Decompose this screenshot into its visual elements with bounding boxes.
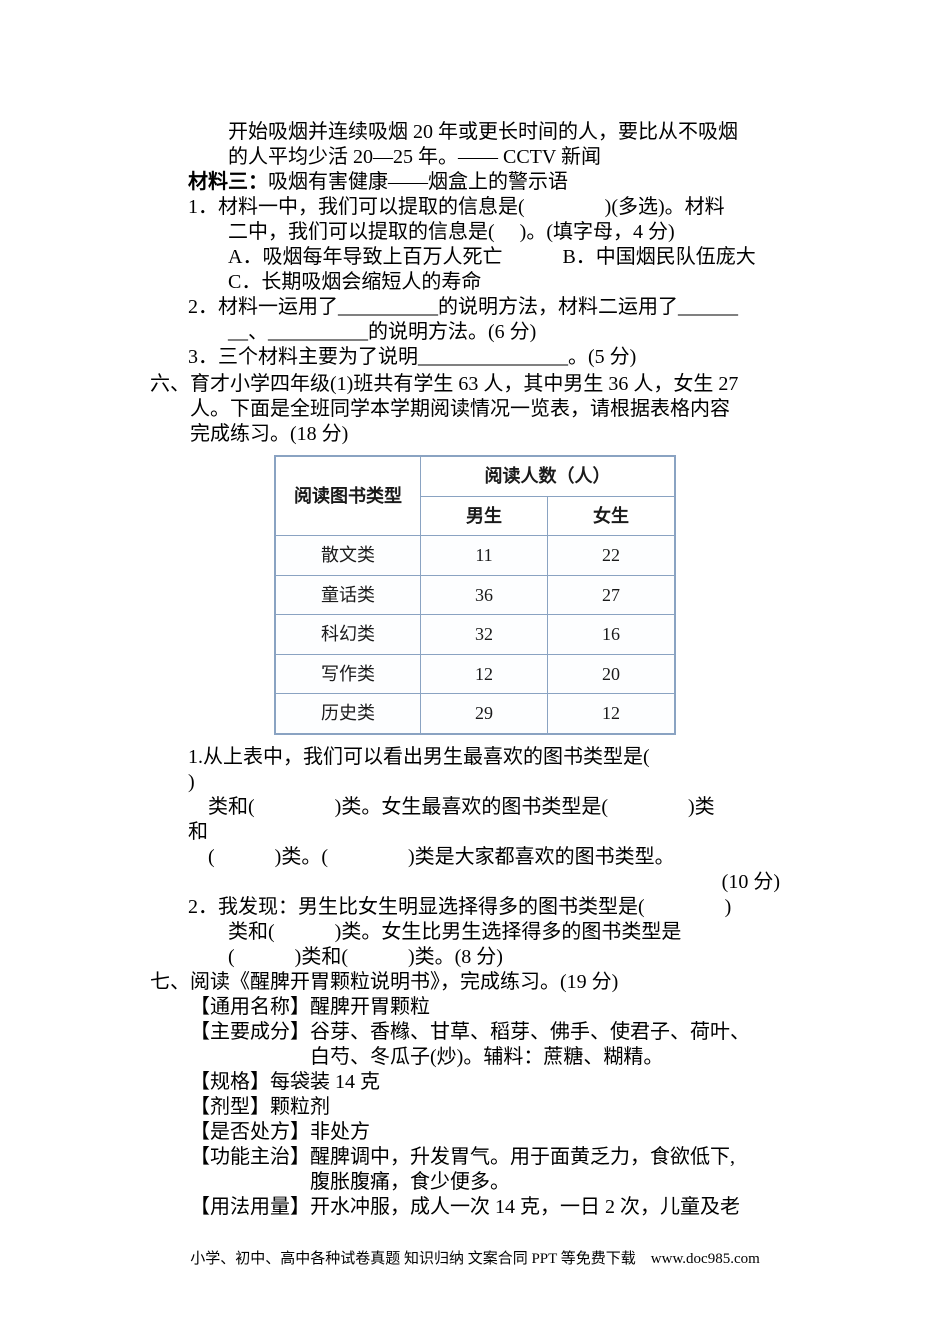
material-questions: 1．材料一中，我们可以提取的信息是( )(多选)。材料 二中，我们可以提取的信息…: [170, 195, 780, 370]
cell-girl: 12: [548, 694, 676, 734]
section-six: 六、育才小学四年级(1)班共有学生 63 人，其中男生 36 人，女生 27 人…: [170, 372, 780, 970]
six-q2-l1: 2．我发现：男生比女生明显选择得多的图书类型是( ): [188, 895, 780, 920]
cell-boy: 29: [421, 694, 548, 734]
page-root: 开始吸烟并连续吸烟 20 年或更长时间的人，要比从不吸烟 的人平均少活 20—2…: [0, 0, 950, 1308]
section-seven: 七、阅读《醒脾开胃颗粒说明书》，完成练习。(19 分) 【通用名称】醒脾开胃颗粒…: [170, 970, 780, 1220]
table-head-row-1: 阅读图书类型 阅读人数（人）: [275, 456, 675, 496]
reading-table: 阅读图书类型 阅读人数（人） 男生 女生 散文类 11 22 童: [274, 455, 676, 735]
opt-c: C．长期吸烟会缩短人的寿命: [188, 270, 780, 295]
six-head-1: 六、育才小学四年级(1)班共有学生 63 人，其中男生 36 人，女生 27: [150, 372, 780, 397]
cell-girl: 22: [548, 536, 676, 576]
med-name: 【通用名称】醒脾开胃颗粒: [190, 995, 780, 1020]
opt-b: B．中国烟民队伍庞大: [562, 246, 755, 268]
cont-line-2: 的人平均少活 20—25 年。—— CCTV 新闻: [228, 145, 780, 170]
cont-line-1: 开始吸烟并连续吸烟 20 年或更长时间的人，要比从不吸烟: [228, 120, 780, 145]
table-row: 写作类 12 20: [275, 654, 675, 694]
table-row: 历史类 29 12: [275, 694, 675, 734]
seven-head: 七、阅读《醒脾开胃颗粒说明书》，完成练习。(19 分): [150, 970, 780, 995]
mat-q2-line1: 2．材料一运用了__________的说明方法，材料二运用了______: [188, 295, 780, 320]
six-q1-l2b: 和: [188, 820, 780, 845]
med-ing-2: 白芍、冬瓜子(炒)。辅料：蔗糖、糊精。: [190, 1045, 780, 1070]
table-row: 科幻类 32 16: [275, 615, 675, 655]
cell-cat: 科幻类: [275, 615, 421, 655]
six-q1-score: (10 分): [188, 870, 780, 895]
cell-boy: 32: [421, 615, 548, 655]
material-3-line: 材料三：吸烟有害健康——烟盒上的警示语: [170, 170, 780, 195]
six-head-3: 完成练习。(18 分): [150, 422, 780, 447]
cell-cat: 历史类: [275, 694, 421, 734]
material-3: 材料三：吸烟有害健康——烟盒上的警示语: [188, 170, 780, 195]
six-questions: 1.从上表中，我们可以看出男生最喜欢的图书类型是( ) 类和( )类。女生最喜欢…: [170, 745, 780, 970]
th-count: 阅读人数（人）: [421, 456, 676, 496]
material-3-text: 吸烟有害健康——烟盒上的警示语: [268, 171, 568, 193]
mat-q2-line2: __、__________的说明方法。(6 分): [188, 320, 780, 345]
opt-a: A．吸烟每年导致上百万人死亡: [228, 246, 502, 268]
cell-cat: 散文类: [275, 536, 421, 576]
cell-cat: 童话类: [275, 575, 421, 615]
cell-girl: 27: [548, 575, 676, 615]
six-q1-l1b: ): [188, 770, 780, 795]
th-type: 阅读图书类型: [275, 456, 421, 536]
table-row: 散文类 11 22: [275, 536, 675, 576]
six-head-2: 人。下面是全班同学本学期阅读情况一览表，请根据表格内容: [150, 397, 780, 422]
med-rx: 【是否处方】非处方: [190, 1120, 780, 1145]
th-boy: 男生: [421, 496, 548, 536]
med-func-2: 腹胀腹痛，食少便多。: [190, 1170, 780, 1195]
table-body: 散文类 11 22 童话类 36 27 科幻类 32 16: [275, 536, 675, 734]
med-func-1: 【功能主治】醒脾调中，升发胃气。用于面黄乏力，食欲低下,: [190, 1145, 780, 1170]
reading-table-wrap: 阅读图书类型 阅读人数（人） 男生 女生 散文类 11 22 童: [170, 455, 780, 735]
med-ing-1: 【主要成分】谷芽、香橼、甘草、稻芽、佛手、使君子、荷叶、: [190, 1020, 780, 1045]
cell-girl: 20: [548, 654, 676, 694]
cell-girl: 16: [548, 615, 676, 655]
six-q1-l3: ( )类。( )类是大家都喜欢的图书类型。: [188, 845, 780, 870]
mat-q1-line1: 1．材料一中，我们可以提取的信息是( )(多选)。材料: [188, 195, 780, 220]
med-spec: 【规格】每袋装 14 克: [190, 1070, 780, 1095]
table-head: 阅读图书类型 阅读人数（人） 男生 女生: [275, 456, 675, 536]
continuation-block: 开始吸烟并连续吸烟 20 年或更长时间的人，要比从不吸烟 的人平均少活 20—2…: [228, 120, 780, 170]
mat-q1-line2: 二中，我们可以提取的信息是( )。(填字母，4 分): [188, 220, 780, 245]
page-footer: 小学、初中、高中各种试卷真题 知识归纳 文案合同 PPT 等免费下载 www.d…: [170, 1250, 780, 1269]
material-3-label: 材料三：: [188, 171, 268, 193]
cell-boy: 11: [421, 536, 548, 576]
mat-q1-options-ab: A．吸烟每年导致上百万人死亡 B．中国烟民队伍庞大: [188, 245, 780, 270]
mat-q3: 3．三个材料主要为了说明_______________。(5 分): [188, 345, 780, 370]
cell-cat: 写作类: [275, 654, 421, 694]
six-q1-l1: 1.从上表中，我们可以看出男生最喜欢的图书类型是(: [188, 745, 780, 770]
th-girl: 女生: [548, 496, 676, 536]
table-row: 童话类 36 27: [275, 575, 675, 615]
med-form: 【剂型】颗粒剂: [190, 1095, 780, 1120]
med-usage: 【用法用量】开水冲服，成人一次 14 克，一日 2 次，儿童及老: [190, 1195, 780, 1220]
six-q2-l2: 类和( )类。女生比男生选择得多的图书类型是: [188, 920, 780, 945]
seven-body: 【通用名称】醒脾开胃颗粒 【主要成分】谷芽、香橼、甘草、稻芽、佛手、使君子、荷叶…: [150, 995, 780, 1220]
cell-boy: 36: [421, 575, 548, 615]
six-q1-l2: 类和( )类。女生最喜欢的图书类型是( )类: [188, 795, 780, 820]
six-q2-l3: ( )类和( )类。(8 分): [188, 945, 780, 970]
cell-boy: 12: [421, 654, 548, 694]
